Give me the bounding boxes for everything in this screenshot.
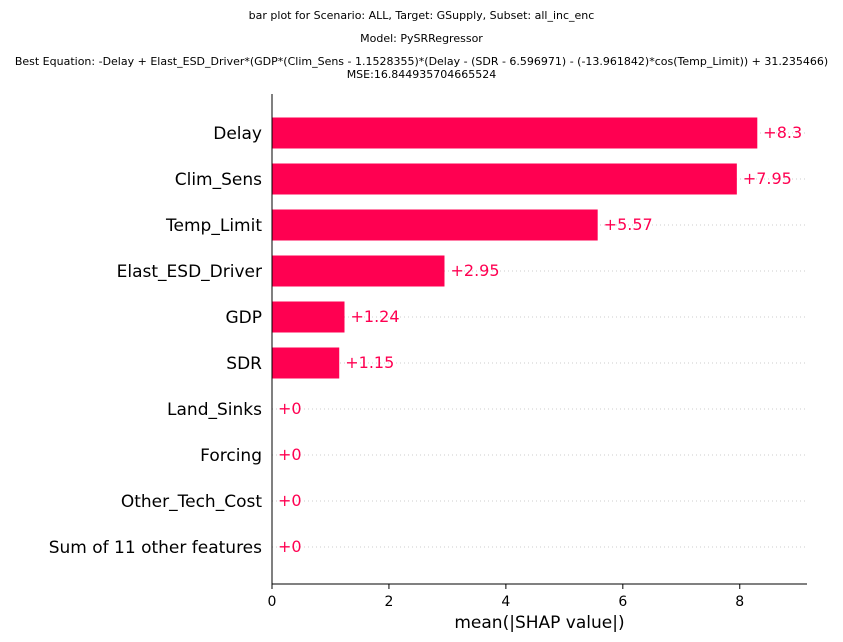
- feature-label: Sum of 11 other features: [49, 538, 262, 558]
- bar: [272, 301, 345, 333]
- value-label: +0: [278, 491, 302, 510]
- chart-title-line-3: Best Equation: -Delay + Elast_ESD_Driver…: [14, 55, 829, 68]
- feature-label: SDR: [226, 354, 262, 374]
- feature-label: GDP: [225, 308, 262, 328]
- value-label: +0: [278, 399, 302, 418]
- x-tick-label: 0: [268, 594, 277, 610]
- chart-title-line-4: MSE:16.844935704665524: [346, 68, 497, 81]
- row-gridlines: [272, 132, 807, 548]
- value-labels-group: +8.3 +7.95 +5.57 +2.95 +1.24 +1.15 +0 +0 +0 +0: [278, 123, 802, 556]
- chart-title-line-2: Model: PySRRegressor: [360, 32, 483, 45]
- bar: [272, 255, 445, 287]
- bars-group: [272, 117, 758, 379]
- feature-label: Delay: [213, 124, 262, 144]
- value-label: +2.95: [450, 261, 499, 280]
- feature-labels-group: Delay Clim_Sens Temp_Limit Elast_ESD_Driver…: [49, 124, 263, 558]
- value-label: +1.24: [351, 307, 400, 326]
- value-label: +8.3: [763, 123, 802, 142]
- bar: [272, 209, 598, 241]
- feature-label: Clim_Sens: [175, 170, 262, 190]
- x-tick-label: 4: [501, 594, 510, 610]
- x-axis-ticks: 0 2 4 6 8: [268, 584, 744, 610]
- value-label: +1.15: [345, 353, 394, 372]
- value-label: +7.95: [743, 169, 792, 188]
- value-label: +0: [278, 445, 302, 464]
- chart-title-line-1: bar plot for Scenario: ALL, Target: GSup…: [248, 9, 595, 22]
- feature-label: Elast_ESD_Driver: [117, 262, 262, 282]
- bar: [272, 117, 758, 149]
- feature-label: Other_Tech_Cost: [121, 492, 262, 512]
- bar: [272, 163, 737, 195]
- x-tick-label: 2: [384, 594, 393, 610]
- bar: [272, 347, 340, 379]
- x-axis-label: mean(|SHAP value|): [454, 613, 624, 633]
- x-tick-label: 6: [618, 594, 627, 610]
- feature-label: Temp_Limit: [165, 216, 262, 236]
- feature-label: Forcing: [200, 446, 262, 466]
- x-tick-label: 8: [735, 594, 744, 610]
- value-label: +0: [278, 537, 302, 556]
- value-label: +5.57: [604, 215, 653, 234]
- feature-label: Land_Sinks: [167, 400, 262, 420]
